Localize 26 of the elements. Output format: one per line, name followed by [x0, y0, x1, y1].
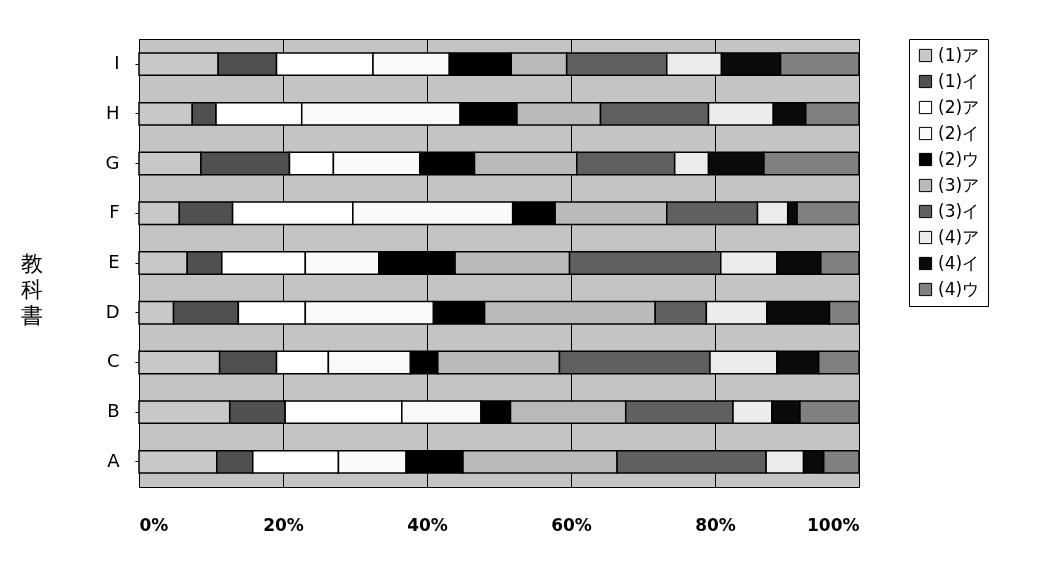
legend-label: (4)ア: [938, 226, 980, 247]
y-tick-label: B: [107, 400, 120, 422]
y-tick-label: A: [107, 449, 121, 471]
y-tick-label: H: [105, 101, 120, 123]
legend-label: (2)ウ: [938, 148, 980, 169]
y-tick-label: E: [108, 251, 120, 272]
y-axis-title: 教科書: [20, 250, 43, 328]
y-tick-label: D: [105, 300, 120, 322]
legend-label: (1)ア: [938, 44, 980, 65]
legend-label: (1)イ: [938, 70, 980, 91]
legend-label: (2)ア: [938, 96, 980, 117]
x-tick-label: 100%: [806, 514, 860, 535]
y-tick-label: F: [109, 201, 120, 223]
y-tick-label: G: [105, 151, 120, 173]
x-tick-label: 0%: [139, 514, 169, 535]
x-tick-label: 60%: [551, 514, 592, 535]
legend-label: (3)イ: [938, 200, 980, 221]
x-tick-label: 40%: [407, 514, 448, 535]
x-tick-label: 80%: [695, 514, 736, 535]
x-tick-label: 20%: [263, 514, 304, 535]
legend-label: (2)イ: [938, 122, 980, 143]
y-tick-label: I: [114, 52, 120, 74]
legend-label: (3)ア: [938, 174, 980, 195]
legend-label: (4)イ: [938, 252, 980, 273]
y-tick-label: C: [106, 350, 120, 372]
legend-label: (4)ウ: [938, 278, 980, 299]
